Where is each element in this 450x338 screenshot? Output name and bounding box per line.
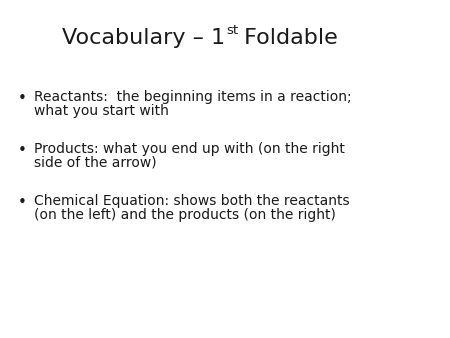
Text: Products: what you end up with (on the right: Products: what you end up with (on the r… — [34, 142, 345, 156]
Text: •: • — [18, 91, 27, 106]
Text: Vocabulary – 1: Vocabulary – 1 — [62, 28, 225, 48]
Text: Reactants:  the beginning items in a reaction;: Reactants: the beginning items in a reac… — [34, 90, 351, 104]
Text: st: st — [226, 24, 238, 38]
Text: •: • — [18, 195, 27, 210]
Text: side of the arrow): side of the arrow) — [34, 156, 157, 170]
Text: Chemical Equation: shows both the reactants: Chemical Equation: shows both the reacta… — [34, 194, 350, 208]
Text: (on the left) and the products (on the right): (on the left) and the products (on the r… — [34, 208, 336, 222]
Text: •: • — [18, 143, 27, 158]
Text: what you start with: what you start with — [34, 104, 169, 118]
Text: Foldable: Foldable — [237, 28, 338, 48]
